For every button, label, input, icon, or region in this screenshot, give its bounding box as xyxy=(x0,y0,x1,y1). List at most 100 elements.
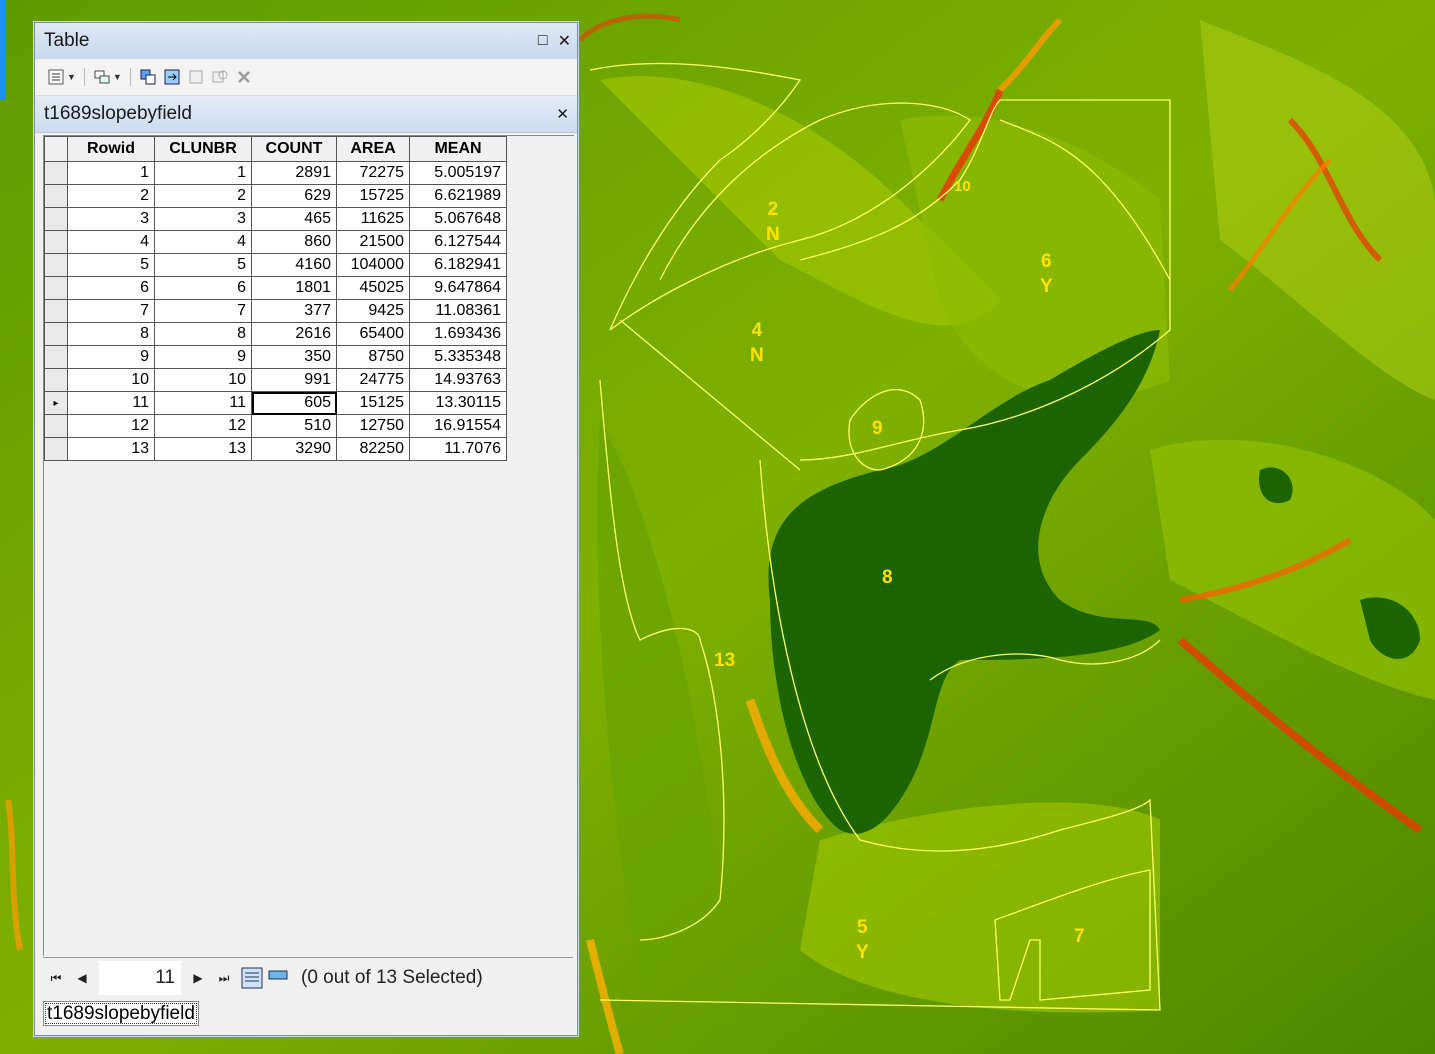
window-titlebar[interactable]: Table □ ✕ xyxy=(35,23,577,59)
table-cell-count[interactable]: 605 xyxy=(251,391,337,415)
table-row[interactable]: 12 12 510 12750 16.91554 xyxy=(44,414,507,438)
table-cell-clunbr[interactable]: 2 xyxy=(154,184,252,208)
table-cell-count[interactable]: 465 xyxy=(251,207,337,231)
column-header-clunbr[interactable]: CLUNBR xyxy=(154,136,252,162)
table-cell-clunbr[interactable]: 9 xyxy=(154,345,252,369)
table-cell-count[interactable]: 350 xyxy=(251,345,337,369)
table-cell-count[interactable]: 1801 xyxy=(251,276,337,300)
column-header-mean[interactable]: MEAN xyxy=(409,136,507,162)
table-cell-mean[interactable]: 14.93763 xyxy=(409,368,507,392)
table-cell-rowid[interactable]: 12 xyxy=(67,414,155,438)
table-cell-rowid[interactable]: 3 xyxy=(67,207,155,231)
table-cell-rowid[interactable]: 10 xyxy=(67,368,155,392)
table-row[interactable]: 13 13 3290 82250 11.7076 xyxy=(44,437,507,461)
table-row[interactable]: 3 3 465 11625 5.067648 xyxy=(44,207,507,231)
table-row[interactable]: 6 6 1801 45025 9.647864 xyxy=(44,276,507,300)
table-cell-mean[interactable]: 5.067648 xyxy=(409,207,507,231)
table-cell-count[interactable]: 2616 xyxy=(251,322,337,346)
table-cell-clunbr[interactable]: 1 xyxy=(154,161,252,185)
zoom-to-selected-icon[interactable] xyxy=(211,68,229,86)
table-cell-area[interactable]: 45025 xyxy=(336,276,410,300)
show-selected-records-icon[interactable] xyxy=(267,967,289,989)
switch-selection-icon[interactable] xyxy=(163,68,181,86)
attribute-grid[interactable]: Rowid CLUNBR COUNT AREA MEAN 1 1 2891 72275… xyxy=(43,135,574,956)
table-cell-mean[interactable]: 13.30115 xyxy=(409,391,507,415)
table-cell-area[interactable]: 9425 xyxy=(336,299,410,323)
table-options-dropdown-icon[interactable]: ▼ xyxy=(67,72,76,82)
table-cell-clunbr[interactable]: 3 xyxy=(154,207,252,231)
table-row[interactable]: 8 8 2616 65400 1.693436 xyxy=(44,322,507,346)
table-cell-count[interactable]: 510 xyxy=(251,414,337,438)
table-cell-area[interactable]: 11625 xyxy=(336,207,410,231)
row-selector[interactable] xyxy=(44,253,68,277)
table-cell-clunbr[interactable]: 5 xyxy=(154,253,252,277)
table-cell-mean[interactable]: 6.182941 xyxy=(409,253,507,277)
table-cell-count[interactable]: 4160 xyxy=(251,253,337,277)
table-cell-area[interactable]: 21500 xyxy=(336,230,410,254)
row-selector[interactable] xyxy=(44,299,68,323)
row-selector-header[interactable] xyxy=(44,136,68,162)
table-cell-clunbr[interactable]: 6 xyxy=(154,276,252,300)
next-record-button[interactable]: ▶ xyxy=(193,971,203,985)
table-cell-count[interactable]: 860 xyxy=(251,230,337,254)
show-all-records-icon[interactable] xyxy=(241,967,263,989)
row-selector[interactable] xyxy=(44,437,68,461)
close-window-button[interactable]: ✕ xyxy=(557,33,571,50)
table-row[interactable]: ▸ 11 11 605 15125 13.30115 xyxy=(44,391,507,415)
related-tables-dropdown-icon[interactable]: ▼ xyxy=(112,72,122,82)
table-cell-count[interactable]: 3290 xyxy=(251,437,337,461)
table-row[interactable]: 5 5 4160 104000 6.182941 xyxy=(44,253,507,277)
close-table-button[interactable]: ✕ xyxy=(556,106,569,123)
table-options-icon[interactable] xyxy=(47,68,65,86)
current-record-field[interactable]: 11 xyxy=(99,961,181,995)
table-cell-clunbr[interactable]: 8 xyxy=(154,322,252,346)
row-selector[interactable] xyxy=(44,207,68,231)
table-cell-mean[interactable]: 6.621989 xyxy=(409,184,507,208)
table-cell-mean[interactable]: 9.647864 xyxy=(409,276,507,300)
table-cell-count[interactable]: 629 xyxy=(251,184,337,208)
table-cell-area[interactable]: 24775 xyxy=(336,368,410,392)
table-cell-rowid[interactable]: 8 xyxy=(67,322,155,346)
table-cell-mean[interactable]: 11.7076 xyxy=(409,437,507,461)
restore-button[interactable]: □ xyxy=(537,32,548,49)
column-header-rowid[interactable]: Rowid xyxy=(67,136,155,162)
table-cell-count[interactable]: 2891 xyxy=(251,161,337,185)
table-cell-clunbr[interactable]: 4 xyxy=(154,230,252,254)
table-cell-count[interactable]: 991 xyxy=(251,368,337,392)
table-cell-area[interactable]: 104000 xyxy=(336,253,410,277)
table-cell-clunbr[interactable]: 12 xyxy=(154,414,252,438)
table-cell-area[interactable]: 72275 xyxy=(336,161,410,185)
row-selector[interactable] xyxy=(44,368,68,392)
table-cell-clunbr[interactable]: 7 xyxy=(154,299,252,323)
row-selector[interactable] xyxy=(44,184,68,208)
select-by-attributes-icon[interactable] xyxy=(139,68,157,86)
last-record-button[interactable]: ⏭ xyxy=(218,970,230,985)
table-cell-rowid[interactable]: 1 xyxy=(67,161,155,185)
previous-record-button[interactable]: ◀ xyxy=(77,971,87,985)
table-cell-rowid[interactable]: 9 xyxy=(67,345,155,369)
table-cell-rowid[interactable]: 4 xyxy=(67,230,155,254)
table-cell-area[interactable]: 15725 xyxy=(336,184,410,208)
table-row[interactable]: 10 10 991 24775 14.93763 xyxy=(44,368,507,392)
table-cell-rowid[interactable]: 6 xyxy=(67,276,155,300)
table-cell-area[interactable]: 12750 xyxy=(336,414,410,438)
column-header-area[interactable]: AREA xyxy=(336,136,410,162)
table-cell-mean[interactable]: 5.335348 xyxy=(409,345,507,369)
table-row[interactable]: 4 4 860 21500 6.127544 xyxy=(44,230,507,254)
table-cell-rowid[interactable]: 13 xyxy=(67,437,155,461)
table-row[interactable]: 1 1 2891 72275 5.005197 xyxy=(44,161,507,185)
table-cell-mean[interactable]: 16.91554 xyxy=(409,414,507,438)
row-selector[interactable] xyxy=(44,414,68,438)
row-selector[interactable] xyxy=(44,230,68,254)
table-cell-clunbr[interactable]: 13 xyxy=(154,437,252,461)
table-cell-area[interactable]: 65400 xyxy=(336,322,410,346)
table-cell-rowid[interactable]: 7 xyxy=(67,299,155,323)
table-cell-area[interactable]: 82250 xyxy=(336,437,410,461)
table-cell-mean[interactable]: 6.127544 xyxy=(409,230,507,254)
table-cell-mean[interactable]: 11.08361 xyxy=(409,299,507,323)
tab-t1689slopebyfield[interactable]: t1689slopebyfield xyxy=(43,1001,199,1026)
table-cell-area[interactable]: 8750 xyxy=(336,345,410,369)
table-row[interactable]: 9 9 350 8750 5.335348 xyxy=(44,345,507,369)
first-record-button[interactable]: ⏮ xyxy=(50,970,62,985)
table-cell-area[interactable]: 15125 xyxy=(336,391,410,415)
